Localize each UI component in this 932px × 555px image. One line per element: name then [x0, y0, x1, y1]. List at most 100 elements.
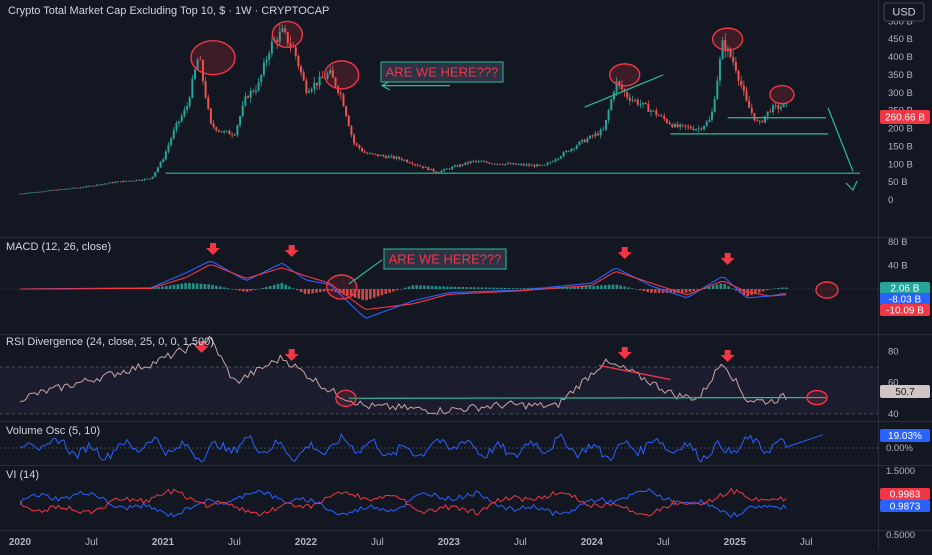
- volume-y-tick-label: 0.00%: [886, 443, 913, 454]
- candle-body: [249, 90, 252, 98]
- vi-minus-badge-text: 0.9873: [890, 502, 921, 513]
- candle-body: [398, 156, 401, 159]
- y-tick-label: 350 B: [888, 70, 913, 81]
- candle-body: [504, 163, 507, 165]
- rsi-title[interactable]: RSI Divergence (24, close, 25, 0, 0, 1,5…: [6, 336, 214, 348]
- candle-body: [42, 191, 45, 193]
- volume-osc-axis[interactable]: 0.00%: [886, 443, 913, 454]
- candle-body: [596, 133, 599, 136]
- candle-body: [233, 135, 236, 136]
- candle-body: [148, 178, 151, 180]
- currency-button-label[interactable]: USD: [892, 7, 915, 19]
- volume-osc-title[interactable]: Volume Osc (5, 10): [6, 425, 100, 437]
- macd-histogram-bar: [446, 286, 449, 289]
- macd-histogram-bar: [226, 288, 230, 289]
- candle-body: [512, 163, 515, 165]
- candle-body: [475, 160, 478, 162]
- candle-body: [692, 128, 695, 131]
- rsi-pane[interactable]: 80 60 40: [0, 335, 899, 420]
- macd-histogram-bar: [719, 283, 723, 289]
- volume-osc-pane[interactable]: 0.00%: [0, 432, 913, 463]
- macd-histogram-bar: [295, 289, 299, 291]
- candle-body: [358, 144, 361, 149]
- vi-plus-badge: 0.9983: [880, 488, 930, 501]
- candle-body: [660, 115, 663, 117]
- candle-body: [718, 59, 721, 81]
- volume-osc-badge: 19.03%: [880, 429, 930, 442]
- candle-body: [262, 62, 265, 75]
- candle-body: [109, 182, 112, 184]
- candle-body: [268, 53, 271, 60]
- macd-histogram-bar: [757, 289, 761, 293]
- candle-body: [559, 156, 562, 159]
- candle-body: [589, 135, 592, 139]
- macd-histogram-bar: [680, 289, 684, 293]
- candle-body: [414, 164, 417, 166]
- candle-body: [411, 163, 414, 165]
- macd-histogram-bar: [619, 285, 622, 289]
- candle-body: [578, 141, 581, 146]
- candle-body: [193, 69, 196, 79]
- candle-body: [618, 81, 621, 85]
- macd-histogram-bar: [500, 287, 503, 289]
- macd-histogram-bar: [315, 289, 318, 293]
- macd-histogram-bar: [369, 289, 372, 299]
- macd-histogram-bar: [577, 286, 580, 289]
- candle-body: [546, 162, 549, 165]
- macd-histogram-bar: [345, 289, 349, 296]
- candle-body: [289, 43, 292, 47]
- time-axis[interactable]: 2020 Jul 2021 Jul 2022 Jul 2023 Jul 2024 Jul 2025 J…: [9, 537, 813, 548]
- candle-body: [586, 138, 589, 143]
- x-tick-label: Jul: [514, 537, 527, 548]
- macd-histogram-bar: [399, 289, 403, 290]
- macd-down-arrow-icon: [284, 245, 299, 257]
- x-tick-label: Jul: [657, 537, 670, 548]
- macd-histogram-bar: [449, 286, 453, 289]
- candle-body: [482, 161, 485, 163]
- candle-body: [321, 76, 324, 79]
- macd-pane[interactable]: 80 B40 B0-40 B: [0, 237, 911, 319]
- candle-body: [748, 100, 751, 108]
- candle-body: [761, 120, 764, 123]
- vi-title[interactable]: VI (14): [6, 469, 39, 481]
- vi-axis[interactable]: 1.5000 0.5000: [886, 466, 915, 541]
- macd-histogram-bar: [261, 287, 264, 289]
- rsi-axis[interactable]: 80 60 40: [888, 346, 899, 420]
- candle-body: [713, 99, 716, 112]
- candle-body: [387, 156, 390, 159]
- macd-histogram-bar: [465, 287, 468, 289]
- y-tick-label: 300 B: [888, 88, 913, 99]
- candle-body: [594, 133, 597, 137]
- candle-body: [570, 148, 573, 152]
- candle-body: [774, 105, 777, 106]
- candle-body: [403, 159, 406, 161]
- candle-body: [334, 77, 337, 87]
- macd-histogram-bar: [642, 289, 646, 292]
- currency-button[interactable]: USD: [883, 2, 925, 22]
- candle-body: [310, 89, 313, 92]
- candle-body: [528, 164, 531, 166]
- macd-histogram-bar: [638, 289, 642, 291]
- peak-highlight-circle: [609, 63, 641, 87]
- macd-signal-badge-text: -10.09 B: [886, 306, 924, 317]
- candle-body: [390, 155, 393, 157]
- candle-body: [186, 106, 189, 110]
- candle-body: [684, 125, 687, 127]
- x-tick-label: Jul: [85, 537, 98, 548]
- candle-body: [154, 172, 157, 177]
- macd-title[interactable]: MACD (12, 26, close): [6, 241, 111, 253]
- candle-body: [480, 161, 483, 163]
- candle-body: [254, 90, 257, 92]
- macd-histogram-bar: [203, 284, 207, 289]
- vi-pane[interactable]: 1.5000 0.5000: [19, 466, 915, 541]
- candle-body: [281, 28, 284, 32]
- macd-histogram-bar: [746, 289, 750, 297]
- candle-body: [652, 110, 655, 112]
- macd-histogram-bar: [584, 286, 588, 289]
- candle-body: [708, 119, 711, 122]
- candle-body: [448, 168, 451, 170]
- macd-histogram-bar: [754, 289, 757, 294]
